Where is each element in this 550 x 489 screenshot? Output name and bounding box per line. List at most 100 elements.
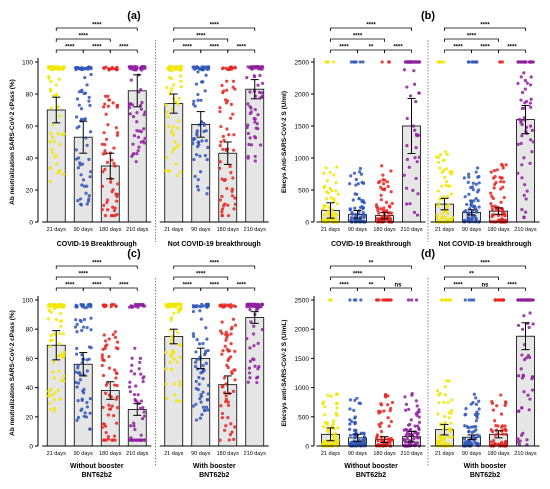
- data-point: [107, 98, 111, 102]
- data-point: [380, 60, 384, 64]
- data-point: [143, 110, 147, 114]
- data-point: [76, 399, 80, 403]
- data-point: [447, 427, 451, 431]
- data-point: [475, 190, 480, 194]
- x-tick-label: 210 days: [514, 451, 537, 457]
- data-point: [233, 378, 237, 382]
- data-point: [202, 368, 206, 373]
- data-point: [470, 430, 474, 434]
- data-point: [492, 186, 496, 190]
- data-point: [411, 188, 415, 192]
- data-point: [256, 341, 260, 345]
- data-point: [528, 355, 532, 360]
- data-point: [523, 87, 527, 91]
- data-point: [519, 75, 523, 79]
- data-point: [353, 416, 357, 420]
- data-point: [47, 389, 51, 393]
- data-point: [178, 343, 182, 347]
- data-point: [104, 137, 109, 141]
- data-point: [227, 438, 231, 442]
- data-point: [169, 90, 173, 94]
- data-point: [83, 117, 87, 121]
- data-point: [352, 171, 357, 175]
- group-label-line: With booster: [464, 463, 507, 470]
- data-point: [129, 78, 133, 82]
- data-point: [53, 302, 58, 306]
- data-point: [417, 91, 421, 95]
- data-point: [348, 433, 352, 437]
- data-point: [447, 435, 451, 439]
- data-point: [204, 405, 209, 409]
- significance-bracket: [55, 265, 138, 269]
- data-point: [253, 364, 257, 368]
- data-point: [386, 298, 390, 302]
- data-point: [175, 173, 179, 178]
- data-point: [407, 407, 411, 411]
- data-point: [232, 148, 236, 152]
- data-point: [390, 201, 394, 206]
- data-point: [331, 434, 335, 438]
- significance-label: ****: [210, 283, 220, 289]
- data-point: [85, 400, 89, 405]
- data-point: [79, 319, 83, 323]
- data-point: [408, 202, 412, 206]
- data-point: [78, 197, 83, 201]
- data-point: [169, 76, 174, 81]
- data-point: [220, 416, 225, 420]
- x-tick-label: 21 days: [47, 451, 67, 457]
- data-point: [326, 191, 330, 195]
- significance-label: ****: [210, 23, 220, 29]
- data-point: [522, 71, 526, 75]
- data-point: [334, 411, 338, 415]
- data-point: [198, 154, 202, 158]
- data-point: [335, 402, 339, 406]
- data-point: [249, 65, 253, 69]
- data-point: [436, 204, 440, 208]
- data-point: [196, 388, 200, 392]
- data-point: [255, 380, 259, 385]
- data-point: [403, 395, 407, 399]
- data-point: [61, 332, 65, 336]
- data-point: [260, 94, 264, 99]
- data-point: [504, 432, 508, 436]
- significance-label: ****: [393, 45, 403, 51]
- data-point: [417, 415, 421, 419]
- data-point: [47, 65, 51, 69]
- data-point: [253, 108, 257, 112]
- data-point: [531, 298, 535, 302]
- significance-label: ****: [65, 45, 75, 51]
- data-point: [361, 211, 365, 215]
- data-point: [58, 142, 62, 146]
- data-point: [499, 180, 503, 184]
- significance-label: **: [369, 261, 374, 267]
- bar: [73, 363, 93, 447]
- data-point: [47, 393, 51, 398]
- data-point: [143, 414, 147, 418]
- data-point: [199, 317, 203, 321]
- data-point: [107, 403, 111, 407]
- data-point: [49, 79, 53, 83]
- data-point: [231, 389, 236, 393]
- data-point: [102, 358, 106, 363]
- data-point: [531, 140, 535, 144]
- data-point: [405, 85, 409, 89]
- significance-label: ****: [237, 45, 247, 51]
- data-point: [440, 170, 444, 174]
- data-point: [501, 164, 505, 168]
- data-point: [414, 145, 418, 150]
- data-point: [100, 425, 104, 429]
- y-tick-label: 1000: [295, 156, 310, 163]
- data-point: [195, 304, 199, 308]
- data-point: [192, 99, 196, 103]
- data-point: [172, 147, 176, 151]
- data-point: [256, 113, 260, 117]
- data-point: [528, 138, 533, 142]
- data-point: [226, 400, 230, 404]
- x-tick-label: 21 days: [435, 451, 455, 457]
- data-point: [334, 435, 338, 439]
- data-point: [520, 134, 524, 138]
- significance-label: ****: [210, 45, 220, 51]
- data-point: [167, 169, 171, 174]
- data-point: [322, 203, 326, 208]
- data-point: [60, 65, 65, 69]
